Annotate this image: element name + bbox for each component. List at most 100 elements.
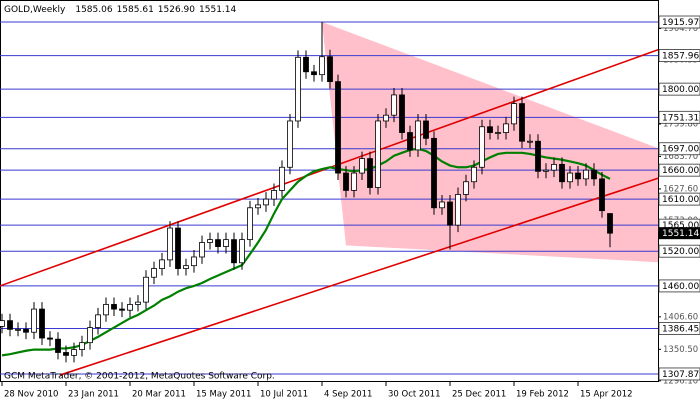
level-label: 1565.00	[662, 221, 699, 231]
candle-body	[327, 56, 333, 83]
candle-body	[143, 276, 149, 303]
candle-body	[591, 169, 597, 180]
trendline	[59, 177, 659, 376]
candle-body	[0, 320, 5, 327]
symbol: GOLD,Weekly	[4, 5, 66, 15]
level-label: 1610.00	[662, 195, 699, 205]
level-box	[658, 82, 700, 96]
axes: 1904.701850.351795.861739.801683.701627.…	[1, 15, 700, 400]
candle-body	[439, 201, 445, 209]
candle-body	[399, 94, 405, 133]
candle-body	[455, 194, 461, 226]
candle-body	[487, 126, 493, 133]
level-box	[658, 15, 700, 29]
candle-body	[63, 352, 69, 356]
level-box	[658, 279, 700, 293]
chart-header: GOLD,Weekly 1585.06 1585.61 1526.90 1551.14	[4, 5, 237, 15]
candle-body	[551, 163, 557, 171]
candle-body	[103, 304, 109, 316]
candle-body	[351, 172, 357, 191]
x-tick-label: 20 Mar 2011	[132, 390, 186, 400]
level-box	[658, 192, 700, 206]
level-label: 1460.00	[662, 282, 699, 292]
candle-body	[575, 172, 581, 180]
header-close: 1551.14	[199, 5, 236, 15]
candle-body	[383, 114, 389, 122]
candle-body	[359, 158, 365, 174]
x-tick-label: 28 Nov 2010	[4, 390, 58, 400]
x-tick-label: 25 Dec 2011	[452, 390, 506, 400]
candle-body	[255, 204, 261, 209]
x-tick-label: 19 Feb 2012	[516, 390, 569, 400]
candle-body	[223, 239, 229, 247]
candle-body	[607, 213, 613, 234]
header-low: 1526.90	[158, 5, 195, 15]
candle-body	[567, 172, 573, 183]
level-label: 1307.87	[662, 370, 699, 380]
candle-body	[167, 227, 173, 261]
candle-body	[463, 181, 469, 195]
level-box	[658, 49, 700, 62]
price-label: 1551.14	[662, 229, 699, 239]
x-tick-label: 10 Jul 2011	[260, 390, 308, 400]
candle-body	[479, 126, 485, 168]
candle-body	[263, 198, 269, 206]
x-tick-label: 30 Oct 2011	[388, 390, 441, 400]
candle-body	[111, 304, 117, 310]
candle-body	[55, 338, 61, 353]
candle-body	[423, 120, 429, 139]
level-label: 1751.31	[662, 113, 699, 123]
price-box	[659, 227, 700, 240]
candle-body	[511, 103, 517, 125]
y-tick-label: 1350.50	[663, 345, 698, 355]
candle-body	[319, 56, 325, 76]
candle-body	[183, 265, 189, 269]
candle-body	[23, 328, 29, 333]
y-tick-label: 1296.10	[663, 376, 698, 386]
candle-body	[415, 120, 421, 151]
candle-body	[527, 140, 533, 143]
candle-body	[447, 201, 453, 226]
level-label: 1697.00	[662, 145, 699, 155]
level-label: 1857.96	[662, 52, 699, 62]
y-tick-label: 1406.60	[663, 312, 698, 322]
candle-body	[127, 304, 133, 311]
candle-body	[135, 301, 141, 305]
candle-body	[495, 132, 501, 134]
level-box	[658, 244, 700, 258]
candle-body	[391, 94, 397, 116]
candle-body	[39, 308, 45, 339]
level-label: 1386.45	[662, 324, 699, 334]
level-box	[658, 322, 700, 335]
candle-body	[7, 320, 13, 330]
footer: GCM MetaTrader, © 2001-2012, MetaQuotes …	[4, 372, 275, 382]
triangle-zone	[322, 21, 658, 263]
level-box	[658, 163, 700, 177]
candle-body	[95, 314, 101, 328]
candle-body	[407, 132, 413, 151]
candle-body	[303, 56, 309, 73]
x-tick-label: 15 Apr 2012	[580, 390, 633, 400]
candle-body	[287, 120, 293, 168]
candle-body	[375, 120, 381, 188]
candle-body	[191, 256, 197, 267]
candle-body	[207, 239, 213, 243]
candle-body	[47, 337, 53, 340]
y-tick-label: 1904.70	[663, 24, 698, 34]
x-tick-label: 15 May 2011	[196, 390, 251, 400]
moving-average	[1, 147, 611, 357]
level-box	[658, 367, 700, 381]
x-tick-label: 23 Jan 2011	[68, 390, 119, 400]
y-tick-label: 1739.80	[663, 119, 698, 129]
level-label: 1915.97	[662, 18, 699, 28]
candle-body	[343, 172, 349, 191]
candle-body	[311, 71, 317, 76]
candle-body	[159, 259, 165, 269]
candle-body	[239, 239, 245, 264]
candle-body	[367, 158, 373, 188]
candle-body	[247, 207, 253, 241]
candle-body	[583, 169, 589, 180]
candle-body	[215, 239, 221, 247]
candle-body	[431, 137, 437, 209]
